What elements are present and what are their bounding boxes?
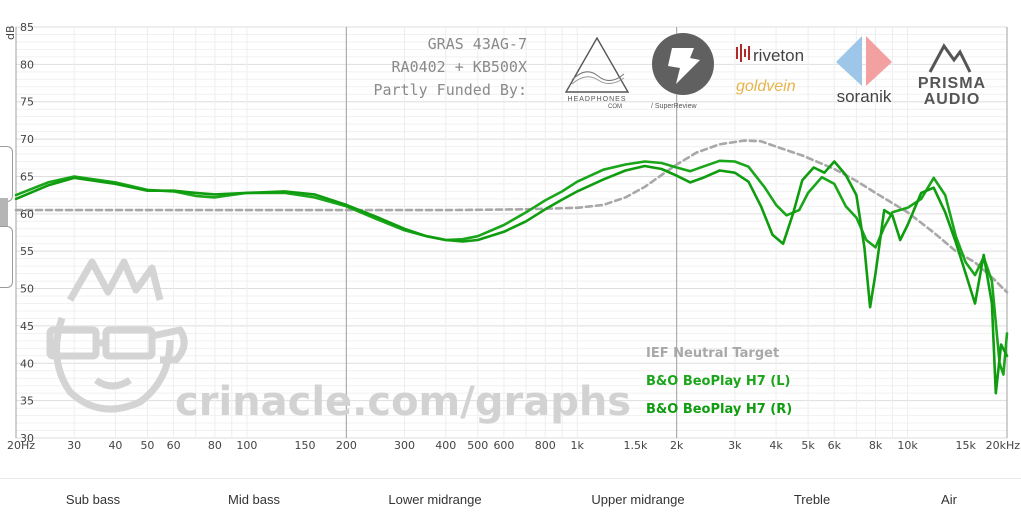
x-tick-label: 80 (208, 439, 222, 452)
soranik-logo: soranik (836, 36, 892, 106)
x-tick-label: 5k (801, 439, 815, 452)
x-tick-label: 30 (67, 439, 81, 452)
left-drag-handle-bottom[interactable] (0, 226, 13, 288)
x-tick-label: 6k (828, 439, 842, 452)
riveton-logo: riveton goldvein (736, 44, 804, 95)
riveton-text: riveton (753, 46, 804, 65)
y-tick-label: 40 (20, 357, 34, 370)
band-label: Upper midrange (591, 492, 685, 507)
x-tick-label: 3k (728, 439, 742, 452)
x-tick-labels: 20Hz 30 40 50 60 80 100 150 200 300 400 500 600 800 1k… (7, 439, 1020, 452)
x-tick-label: 400 (435, 439, 456, 452)
legend: IEF Neutral Target B&O BeoPlay H7 (L) B&… (646, 346, 792, 417)
x-tick-label: 800 (535, 439, 556, 452)
prisma-text: PRISMA (918, 75, 986, 92)
left-channel-curve (14, 159, 1009, 376)
y-tick-label: 30 (20, 432, 34, 445)
y-tick-label: 65 (20, 170, 34, 183)
headphones-com-text: HEADPHONES (567, 96, 626, 103)
legend-item-target[interactable]: IEF Neutral Target (646, 346, 779, 361)
rig-line-2: RA0402 + KB500X (392, 58, 527, 76)
band-label: Mid bass (227, 492, 281, 507)
x-tick-label: 300 (394, 439, 415, 452)
band-label: Sub bass (65, 492, 121, 507)
x-tick-label: 40 (108, 439, 122, 452)
target-curve (14, 139, 1009, 294)
x-tick-label: 15k (956, 439, 977, 452)
y-tick-label: 85 (20, 21, 34, 34)
y-tick-label: 35 (20, 395, 34, 408)
audio-text: AUDIO (924, 91, 981, 108)
x-tick-label: 1k (571, 439, 585, 452)
crinacle-mascot-watermark (46, 258, 188, 413)
right-channel-curve (14, 160, 1009, 395)
superreview-text: / SuperReview (651, 103, 697, 110)
x-tick-label: 60 (167, 439, 181, 452)
x-tick-label: 500 (467, 439, 488, 452)
legend-item-right[interactable]: B&O BeoPlay H7 (R) (646, 402, 792, 417)
x-tick-label: 50 (140, 439, 154, 452)
x-tick-label: 600 (493, 439, 514, 452)
y-tick-label: 80 (20, 58, 34, 71)
left-drag-handle-top[interactable] (0, 146, 13, 202)
band-divider (0, 478, 1021, 479)
left-drag-handle-middle[interactable] (0, 198, 8, 228)
watermark-text: crinacle.com/graphs (175, 379, 631, 425)
x-tick-label: 4k (769, 439, 783, 452)
rig-line-3: Partly Funded By: (373, 81, 527, 99)
x-tick-label: 2k (670, 439, 684, 452)
y-tick-labels: 85 80 75 70 65 60 55 50 45 40 35 30 (20, 21, 34, 445)
x-tick-label: 150 (295, 439, 316, 452)
y-tick-label: 50 (20, 283, 34, 296)
svg-text:COM: COM (608, 104, 622, 110)
y-axis-title: dB (4, 25, 17, 40)
band-label: Treble (793, 492, 831, 507)
soranik-text: soranik (837, 87, 892, 106)
series-layer (14, 139, 1009, 395)
x-tick-label: 1.5k (623, 439, 647, 452)
prisma-audio-logo: PRISMA AUDIO (918, 43, 986, 108)
y-tick-label: 60 (20, 208, 34, 221)
x-tick-label: 20kHz (986, 439, 1021, 452)
band-label: Lower midrange (388, 492, 482, 507)
x-tick-label: 100 (236, 439, 257, 452)
y-tick-label: 70 (20, 133, 34, 146)
y-tick-label: 55 (20, 245, 34, 258)
goldvein-text: goldvein (736, 78, 796, 95)
y-tick-label: 75 (20, 96, 34, 109)
band-label: Air (941, 492, 957, 507)
headphones-com-logo: HEADPHONES COM (564, 36, 630, 110)
legend-item-left[interactable]: B&O BeoPlay H7 (L) (646, 374, 790, 389)
x-gridlines (15, 27, 1008, 438)
rig-line-1: GRAS 43AG-7 (428, 35, 527, 53)
x-tick-label: 20Hz (7, 439, 35, 452)
x-tick-label: 200 (336, 439, 357, 452)
superreview-logo: / SuperReview (651, 33, 714, 110)
x-tick-label: 8k (869, 439, 883, 452)
x-tick-label: 10k (897, 439, 918, 452)
y-tick-label: 45 (20, 320, 34, 333)
